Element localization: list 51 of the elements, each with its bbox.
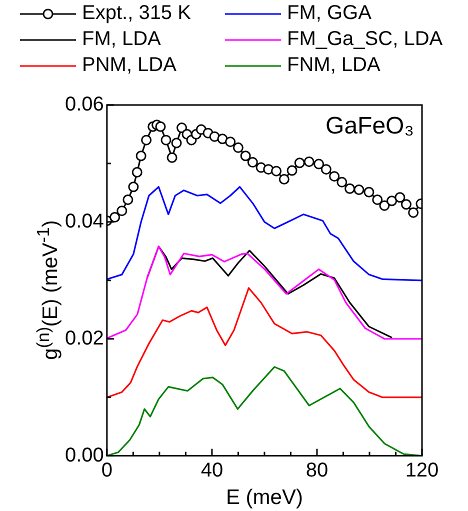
point	[176, 122, 188, 134]
annotation: GaFeO₃	[326, 112, 414, 140]
point	[314, 158, 324, 170]
point	[122, 194, 134, 205]
point	[160, 134, 172, 146]
point	[225, 136, 236, 148]
point	[240, 150, 251, 162]
point	[286, 165, 298, 176]
x-tick-label: 80	[306, 459, 328, 482]
legend-label: FM_Ga_SC, LDA	[287, 28, 443, 51]
point	[217, 134, 228, 144]
y-tick-label: 0.04	[64, 210, 104, 232]
point	[110, 212, 120, 223]
point	[394, 192, 406, 203]
legend-label: FM, GGA	[287, 2, 372, 25]
point	[155, 121, 166, 132]
legend-label: PNM, LDA	[82, 54, 176, 77]
y-tick-label: 0.06	[64, 94, 104, 116]
x-tick-label: 40	[200, 459, 224, 482]
x-tick-label: 120	[405, 459, 439, 482]
x-tick-label: 0	[101, 459, 112, 482]
y-tick-label: 0.02	[64, 327, 104, 350]
point	[232, 142, 244, 153]
point	[294, 158, 305, 168]
point	[278, 174, 290, 185]
point	[354, 184, 364, 196]
point	[271, 166, 282, 176]
point	[247, 157, 258, 168]
point	[166, 152, 178, 163]
point	[372, 194, 383, 205]
point	[141, 134, 152, 146]
legend-label: Expt., 315 K	[82, 2, 191, 25]
point	[364, 186, 374, 198]
legend-label: FNM, LDA	[287, 54, 380, 77]
point	[320, 164, 332, 175]
x-axis-title: E (meV)	[226, 486, 303, 510]
point	[171, 138, 182, 148]
point	[386, 196, 398, 206]
point	[329, 171, 340, 182]
point	[116, 206, 128, 216]
point	[128, 182, 139, 192]
point	[400, 199, 412, 210]
point	[336, 176, 348, 188]
point	[408, 207, 419, 218]
point	[304, 156, 314, 167]
point	[379, 200, 390, 211]
legend-label: FM, LDA	[82, 28, 161, 51]
y-tick-label: 0.00	[64, 444, 104, 466]
point	[344, 183, 356, 194]
point	[136, 150, 146, 162]
point	[132, 166, 142, 178]
